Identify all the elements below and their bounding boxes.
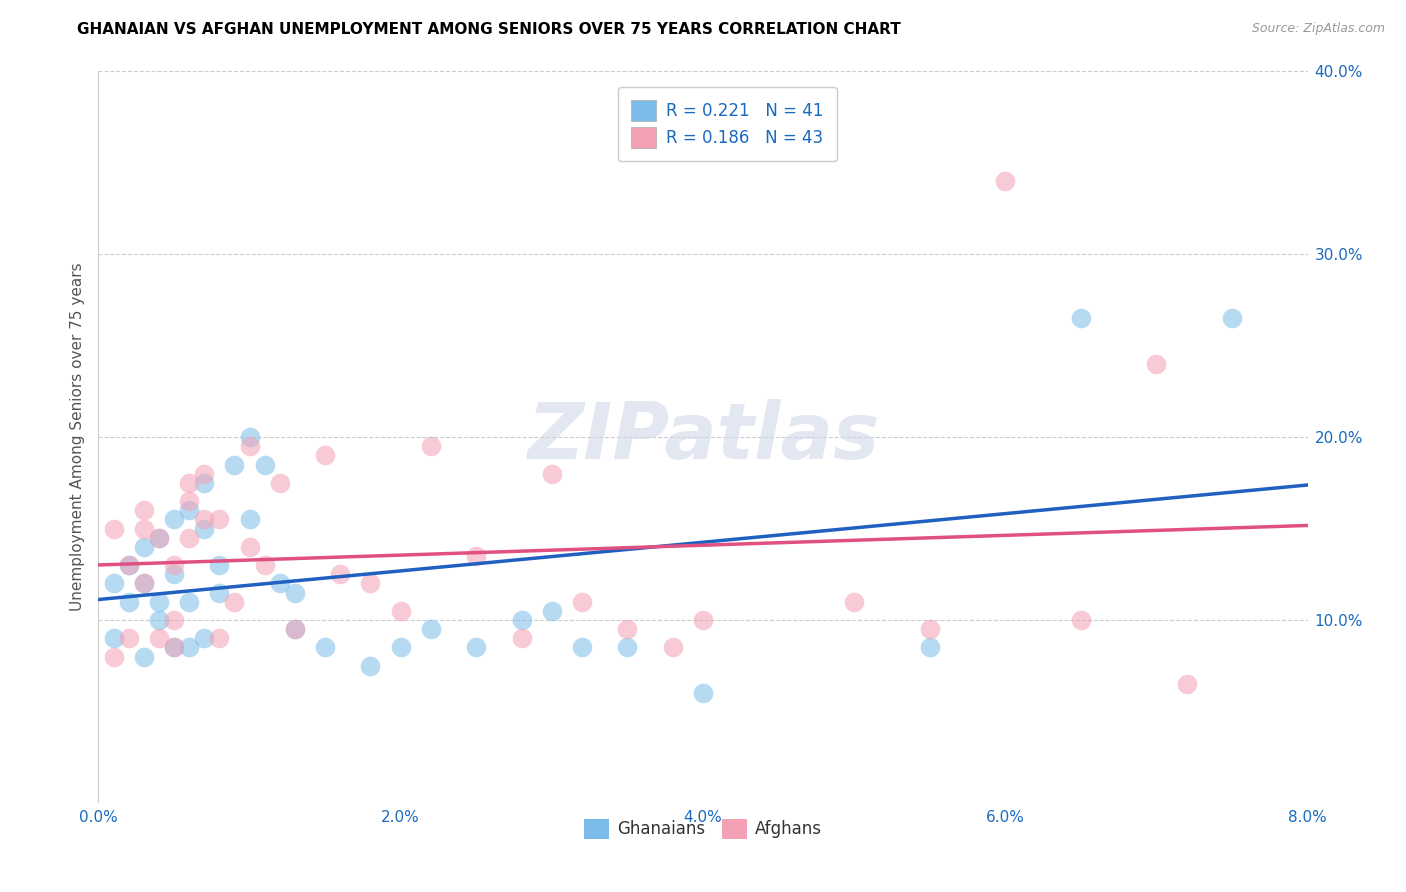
Point [510, 632, 533, 646]
Point [661, 640, 683, 655]
Point [163, 613, 186, 627]
Point [148, 531, 170, 545]
Point [239, 540, 262, 554]
Point [360, 576, 382, 591]
Legend: Ghanaians, Afghans: Ghanaians, Afghans [576, 812, 830, 846]
Point [132, 576, 155, 591]
Point [132, 649, 155, 664]
Point [571, 594, 593, 608]
Point [1070, 613, 1092, 627]
Point [616, 622, 638, 636]
Point [208, 512, 231, 526]
Point [389, 604, 412, 618]
Point [1070, 311, 1092, 326]
Point [1220, 311, 1243, 326]
Point [148, 613, 170, 627]
Text: Source: ZipAtlas.com: Source: ZipAtlas.com [1251, 22, 1385, 36]
Point [314, 640, 336, 655]
Point [253, 458, 276, 472]
Point [179, 475, 201, 490]
Point [540, 467, 562, 481]
Point [118, 558, 141, 573]
Point [103, 521, 125, 535]
Point [269, 576, 291, 591]
Point [163, 558, 186, 573]
Point [918, 622, 941, 636]
Point [208, 632, 231, 646]
Point [224, 458, 246, 472]
Point [132, 540, 155, 554]
Point [269, 475, 291, 490]
Point [224, 594, 246, 608]
Point [179, 494, 201, 508]
Point [193, 467, 215, 481]
Point [239, 512, 262, 526]
Point [179, 503, 201, 517]
Point [118, 632, 141, 646]
Point [284, 585, 307, 599]
Point [918, 640, 941, 655]
Point [540, 604, 562, 618]
Point [510, 613, 533, 627]
Point [179, 531, 201, 545]
Point [148, 632, 170, 646]
Point [616, 640, 638, 655]
Point [420, 439, 443, 453]
Point [692, 613, 714, 627]
Text: ZIPatlas: ZIPatlas [527, 399, 879, 475]
Point [1146, 357, 1168, 371]
Point [132, 576, 155, 591]
Point [132, 503, 155, 517]
Point [103, 649, 125, 664]
Point [163, 512, 186, 526]
Point [103, 576, 125, 591]
Point [284, 622, 307, 636]
Point [1175, 677, 1198, 691]
Point [284, 622, 307, 636]
Point [148, 531, 170, 545]
Point [163, 567, 186, 582]
Point [179, 640, 201, 655]
Point [465, 549, 488, 563]
Point [239, 430, 262, 444]
Point [389, 640, 412, 655]
Point [360, 658, 382, 673]
Text: GHANAIAN VS AFGHAN UNEMPLOYMENT AMONG SENIORS OVER 75 YEARS CORRELATION CHART: GHANAIAN VS AFGHAN UNEMPLOYMENT AMONG SE… [77, 22, 901, 37]
Point [163, 640, 186, 655]
Point [148, 594, 170, 608]
Point [208, 558, 231, 573]
Point [844, 594, 866, 608]
Point [571, 640, 593, 655]
Point [314, 448, 336, 462]
Point [132, 521, 155, 535]
Point [193, 521, 215, 535]
Point [118, 594, 141, 608]
Point [329, 567, 352, 582]
Point [118, 558, 141, 573]
Point [193, 475, 215, 490]
Point [193, 632, 215, 646]
Point [253, 558, 276, 573]
Point [420, 622, 443, 636]
Point [103, 632, 125, 646]
Point [193, 512, 215, 526]
Point [163, 640, 186, 655]
Point [208, 585, 231, 599]
Point [239, 439, 262, 453]
Point [994, 174, 1017, 188]
Y-axis label: Unemployment Among Seniors over 75 years: Unemployment Among Seniors over 75 years [69, 263, 84, 611]
Point [692, 686, 714, 700]
Point [179, 594, 201, 608]
Point [465, 640, 488, 655]
